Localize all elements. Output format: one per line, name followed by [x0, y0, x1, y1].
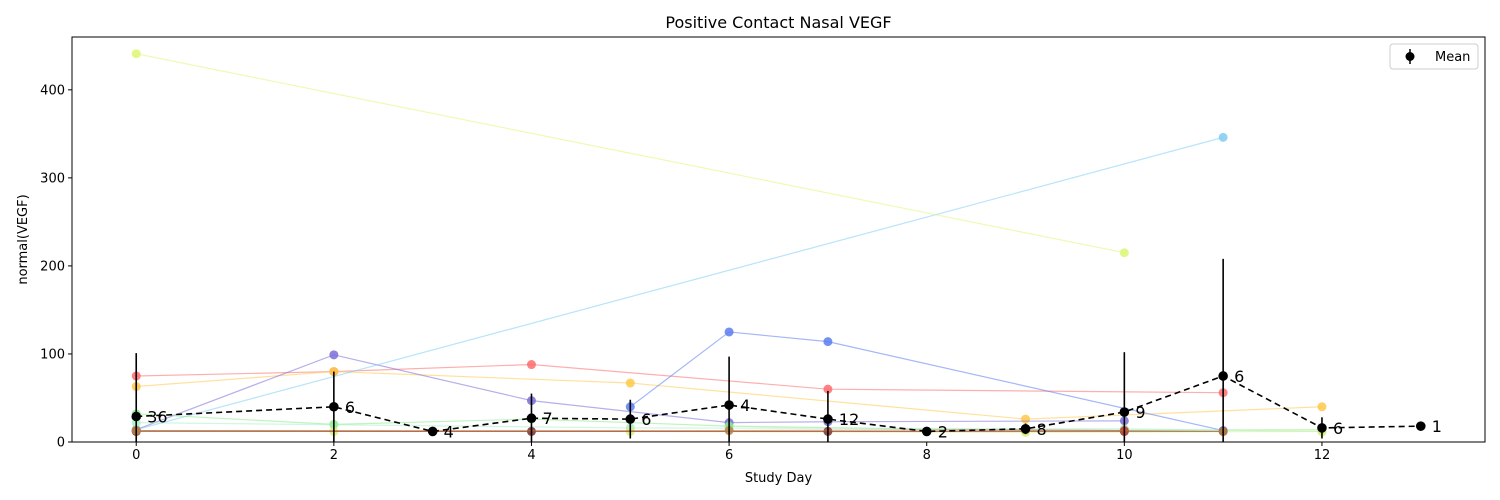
x-tick-label: 2 [330, 448, 338, 463]
mean-point [823, 414, 833, 424]
mean-point [427, 426, 438, 437]
mean-point [131, 411, 142, 422]
mean-line [136, 375, 1421, 433]
series-line [136, 53, 1125, 254]
y-tick-label: 300 [40, 171, 65, 186]
series-point [1218, 132, 1228, 142]
mean-point [526, 413, 537, 424]
mean-point [724, 400, 734, 410]
x-tick-label: 6 [725, 448, 733, 463]
series-point [526, 360, 536, 370]
mean-point [329, 401, 339, 412]
count-label: 6 [641, 410, 651, 429]
x-tick-label: 10 [1116, 448, 1133, 463]
legend-box [1389, 43, 1479, 70]
mean-point [921, 426, 932, 437]
count-label: 4 [444, 422, 454, 441]
mean-point [1020, 423, 1031, 434]
y-tick-label: 200 [40, 259, 65, 274]
chart-title: Positive Contact Nasal VEGF [665, 13, 891, 32]
count-label: 12 [839, 410, 859, 429]
series-line [629, 331, 1224, 432]
count-label: 2 [938, 422, 948, 441]
count-label: 9 [1135, 403, 1145, 422]
mean-point [1218, 371, 1228, 381]
series-point [823, 337, 833, 347]
count-label: 7 [542, 409, 552, 428]
series-point [1021, 414, 1031, 424]
mean-point [1317, 423, 1327, 433]
count-label: 6 [345, 398, 355, 417]
count-label: 8 [1037, 420, 1047, 439]
x-tick-label: 0 [132, 448, 140, 463]
plot-frame [71, 36, 1486, 443]
x-tick-label: 4 [527, 448, 535, 463]
series-line [136, 136, 1224, 431]
x-axis: 0 2 4 6 8 10 12 [132, 442, 1330, 463]
y-axis: 0 100 200 300 400 [40, 83, 72, 451]
count-label: 4 [740, 396, 750, 415]
series-point [1317, 402, 1327, 412]
series-point [625, 378, 635, 388]
y-tick-label: 400 [40, 83, 65, 98]
mean-series-layer [131, 258, 1426, 442]
mean-point [1119, 407, 1130, 417]
legend: Mean [1389, 43, 1479, 70]
legend-mean-marker [1405, 52, 1415, 61]
mean-point [625, 414, 636, 424]
legend-mean-label: Mean [1435, 50, 1470, 65]
series-point [823, 384, 833, 394]
series-point [131, 49, 141, 59]
x-tick-label: 8 [923, 448, 931, 463]
y-axis-title: normal(VEGF) [16, 194, 31, 284]
series-point [1119, 248, 1129, 258]
count-label: 6 [1333, 419, 1343, 438]
count-label: 6 [1234, 367, 1244, 386]
series-point [724, 327, 734, 337]
count-label: 1 [1432, 417, 1442, 436]
mean-point [1415, 421, 1426, 431]
count-label: 36 [147, 407, 167, 426]
count-labels: 36 6 4 7 6 4 12 2 8 9 6 6 1 [147, 367, 1442, 441]
y-tick-label: 0 [57, 436, 65, 451]
y-tick-label: 100 [40, 347, 65, 362]
x-axis-title: Study Day [745, 471, 813, 486]
series-point [329, 350, 339, 360]
x-tick-label: 12 [1314, 448, 1331, 463]
